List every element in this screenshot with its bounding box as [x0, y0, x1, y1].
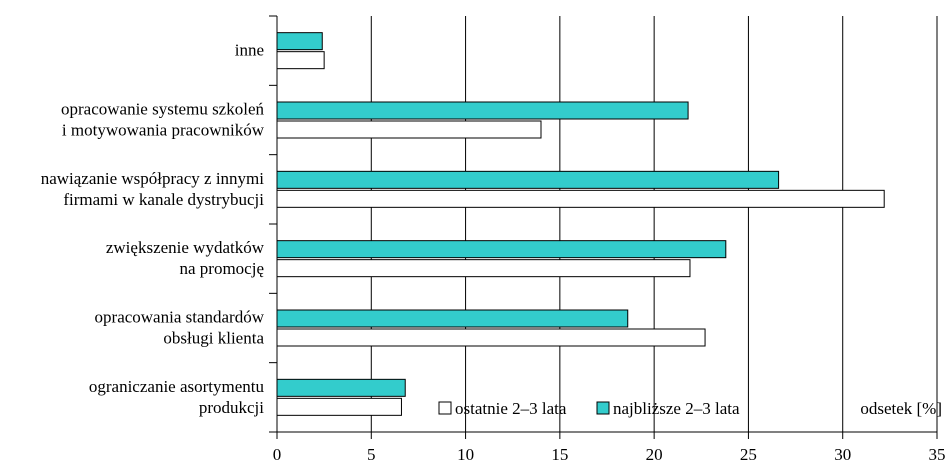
bar-ostatnie [276, 259, 691, 278]
bar-najblizsze [276, 101, 689, 120]
legend-swatch [438, 401, 452, 415]
x-tick-label: 25 [740, 445, 757, 464]
category-label: nawiązanie współpracy z innymi [41, 169, 265, 188]
legend-swatch [596, 401, 610, 415]
category-label: obsługi klienta [163, 329, 264, 348]
category-label: firmami w kanale dystrybucji [63, 190, 264, 209]
bar-ostatnie [276, 397, 402, 416]
category-label: produkcji [199, 398, 264, 417]
category-label: opracowanie systemu szkoleń [61, 100, 264, 119]
legend: ostatnie 2–3 lata najbliższe 2–3 lata [438, 399, 740, 418]
x-tick-label: 20 [646, 445, 663, 464]
bar-najblizsze [276, 378, 406, 397]
category-label: inne [235, 41, 264, 60]
bar-najblizsze [276, 309, 629, 328]
bar-najblizsze [276, 32, 323, 51]
category-label: na promocję [180, 259, 265, 278]
x-tick-label: 15 [551, 445, 568, 464]
bars [276, 32, 885, 416]
bar-najblizsze [276, 170, 780, 189]
x-tick-label: 10 [457, 445, 474, 464]
x-tick-label: 30 [834, 445, 851, 464]
bar-ostatnie [276, 120, 542, 139]
category-label: ograniczanie asortymentu [89, 377, 265, 396]
grid-lines [370, 16, 938, 432]
bar-ostatnie [276, 189, 885, 208]
x-ticks: 0 5 10 15 20 25 30 35 [273, 432, 946, 464]
category-label: opracowania standardów [95, 308, 265, 327]
category-label: i motywowania pracowników [62, 121, 265, 140]
x-tick-label: 5 [367, 445, 376, 464]
x-tick-label: 0 [273, 445, 282, 464]
x-axis-label: odsetek [%] [860, 399, 942, 418]
bar-ostatnie [276, 328, 706, 347]
category-labels: inne opracowanie systemu szkoleń i motywow… [41, 41, 265, 417]
axes [269, 15, 937, 433]
legend-label: najbliższe 2–3 lata [613, 399, 740, 418]
category-label: zwiększenie wydatków [106, 238, 265, 257]
bar-najblizsze [276, 240, 727, 259]
legend-label: ostatnie 2–3 lata [455, 399, 567, 418]
bar-ostatnie [276, 51, 325, 70]
x-tick-label: 35 [929, 445, 946, 464]
